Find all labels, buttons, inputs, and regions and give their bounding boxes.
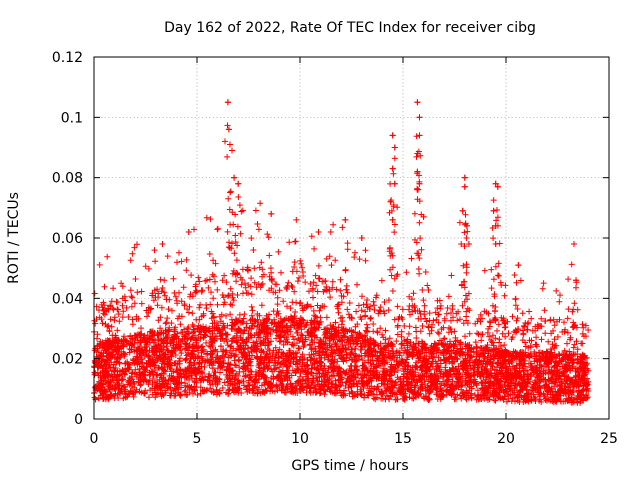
data-point (358, 235, 365, 241)
y-axis-label: ROTI / TECUs (6, 192, 22, 284)
y-tick-label: 0.1 (61, 110, 83, 126)
data-point (342, 216, 349, 223)
data-point (391, 180, 398, 187)
data-point (229, 147, 236, 154)
data-point (420, 213, 427, 220)
data-point (224, 99, 231, 106)
data-point (465, 241, 472, 248)
data-point (414, 99, 421, 106)
x-tick-label: 25 (600, 431, 618, 447)
data-point (461, 183, 468, 190)
data-point (492, 180, 499, 187)
data-point (570, 241, 577, 248)
x-tick-label: 20 (497, 431, 515, 447)
data-point (490, 207, 497, 214)
data-point (389, 132, 396, 139)
data-point (461, 174, 468, 181)
data-point (414, 168, 421, 175)
chart-title: Day 162 of 2022, Rate Of TEC Index for r… (164, 20, 536, 36)
axis-ticks (93, 56, 610, 420)
data-points (91, 99, 592, 406)
data-point (185, 228, 192, 235)
x-tick-label: 10 (291, 431, 309, 447)
data-point (315, 228, 322, 235)
data-point (459, 207, 466, 214)
data-point (391, 144, 398, 151)
x-axis-label: GPS time / hours (291, 458, 408, 474)
y-tick-label: 0.12 (52, 50, 83, 66)
data-point (416, 132, 423, 139)
x-tick-label: 15 (394, 431, 412, 447)
x-tick-label: 5 (193, 431, 202, 447)
roti-markers (91, 99, 592, 406)
x-tick-labels: 0 5 10 15 20 25 (90, 431, 618, 447)
data-point (389, 165, 396, 172)
data-point (573, 277, 580, 284)
y-tick-label: 0.08 (52, 171, 83, 187)
y-tick-label: 0.02 (52, 352, 83, 368)
y-tick-label: 0.06 (52, 231, 83, 247)
data-point (225, 126, 232, 133)
data-point (492, 222, 499, 229)
data-point (226, 141, 233, 148)
y-tick-label: 0 (74, 412, 83, 428)
y-tick-labels: 0 0.02 0.04 0.06 0.08 0.1 0.12 (52, 50, 83, 428)
data-point (231, 174, 238, 181)
data-point (416, 180, 423, 187)
x-tick-label: 0 (90, 431, 99, 447)
data-point (268, 210, 275, 217)
data-point (416, 114, 423, 121)
data-point (494, 183, 501, 190)
data-point (235, 180, 242, 187)
data-point (387, 198, 394, 205)
y-tick-label: 0.04 (52, 291, 83, 307)
data-point (492, 241, 499, 248)
data-point (463, 222, 470, 229)
data-point (414, 150, 421, 157)
data-point (389, 216, 396, 223)
data-point (515, 262, 522, 269)
